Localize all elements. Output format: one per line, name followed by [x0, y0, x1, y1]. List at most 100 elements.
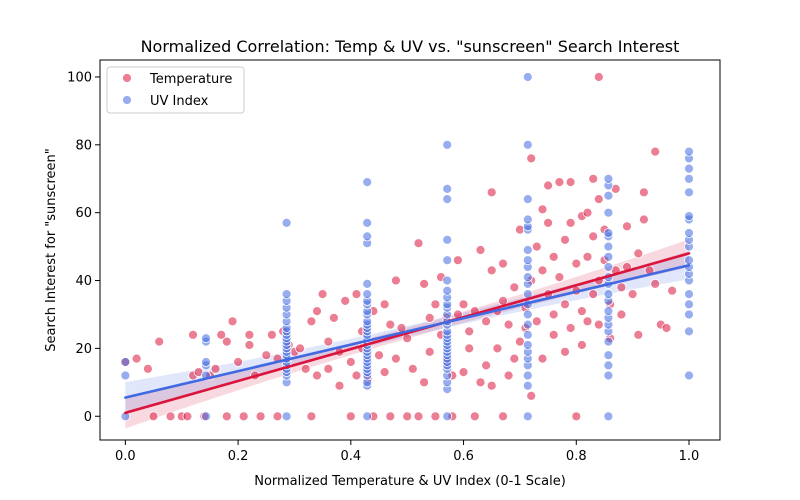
data-point [537, 353, 548, 364]
data-point [560, 346, 570, 357]
data-point [560, 234, 570, 245]
data-point [317, 289, 328, 300]
data-point [379, 367, 390, 378]
data-point [120, 357, 131, 367]
x-tick-label: 1.0 [679, 449, 700, 464]
data-point [306, 411, 317, 422]
data-point [650, 278, 661, 289]
data-point [531, 316, 542, 327]
data-point [221, 411, 232, 422]
data-point [603, 190, 614, 201]
data-point [424, 346, 435, 357]
data-point [238, 411, 249, 422]
data-point [362, 278, 373, 289]
data-point [582, 207, 593, 218]
data-point [442, 411, 453, 422]
data-point [603, 289, 614, 300]
y-axis-label: Search Interest for "sunscreen" [44, 148, 59, 351]
data-point [684, 173, 694, 184]
data-point [603, 173, 614, 184]
data-point [281, 217, 292, 228]
data-point [362, 177, 373, 188]
data-point [442, 275, 453, 286]
data-point [565, 323, 576, 333]
data-point [627, 289, 638, 300]
data-point [424, 312, 435, 323]
data-point [312, 306, 322, 317]
data-point [464, 343, 475, 354]
data-point [548, 251, 559, 262]
data-point [593, 194, 604, 205]
data-point [481, 360, 492, 371]
data-point [475, 245, 486, 255]
data-point [458, 299, 469, 310]
data-point [300, 363, 311, 374]
data-point [661, 323, 672, 333]
data-point [603, 241, 614, 252]
data-point [582, 316, 593, 327]
data-point [522, 309, 533, 320]
data-point [498, 258, 508, 269]
data-point [522, 319, 533, 330]
regression-line [124, 252, 691, 415]
data-point [233, 357, 244, 367]
data-point [616, 282, 627, 293]
data-point [120, 370, 131, 381]
data-point [577, 306, 587, 317]
data-point [522, 214, 533, 225]
data-point [543, 217, 553, 228]
data-point [684, 326, 694, 337]
data-point [345, 357, 356, 367]
data-point [469, 411, 480, 422]
data-point [526, 390, 537, 401]
data-point [142, 363, 153, 374]
data-point [522, 272, 533, 283]
data-point [622, 221, 632, 232]
data-point [526, 153, 537, 164]
x-tick-label: 0.4 [340, 449, 361, 464]
legend-marker-temperature [122, 73, 132, 83]
data-point [571, 411, 582, 422]
data-point [210, 363, 221, 374]
data-point [593, 319, 604, 330]
data-point [351, 289, 362, 300]
data-point [390, 353, 401, 364]
data-point [255, 411, 266, 422]
data-point [281, 411, 292, 422]
data-point [522, 411, 533, 422]
data-point [452, 255, 463, 266]
data-point [522, 72, 533, 82]
data-point [603, 262, 614, 272]
data-point [407, 363, 418, 374]
y-axis-ticks: 0 20 40 60 80 100 [67, 70, 100, 425]
data-point [603, 370, 614, 381]
data-point [201, 411, 211, 422]
data-point [684, 255, 694, 266]
data-point [362, 289, 373, 300]
data-point [639, 214, 649, 225]
data-point [362, 411, 373, 422]
data-point [188, 329, 198, 340]
data-point [522, 340, 533, 350]
data-point [492, 343, 503, 354]
data-point [413, 238, 424, 249]
data-point [548, 329, 559, 340]
data-point [509, 353, 520, 364]
data-point [603, 207, 614, 218]
data-point [458, 367, 469, 378]
data-point [312, 370, 322, 381]
data-point [131, 353, 142, 364]
data-point [385, 319, 396, 330]
data-point [522, 370, 533, 381]
data-point [522, 245, 533, 255]
data-point [419, 278, 430, 289]
data-point [148, 411, 159, 422]
data-point [522, 380, 533, 391]
data-point [565, 177, 576, 188]
data-point [201, 357, 211, 367]
data-point [616, 309, 627, 320]
legend-box [106, 66, 245, 114]
x-axis-ticks: 0.0 0.2 0.4 0.6 0.8 1.0 [115, 440, 699, 464]
data-point [261, 350, 272, 361]
